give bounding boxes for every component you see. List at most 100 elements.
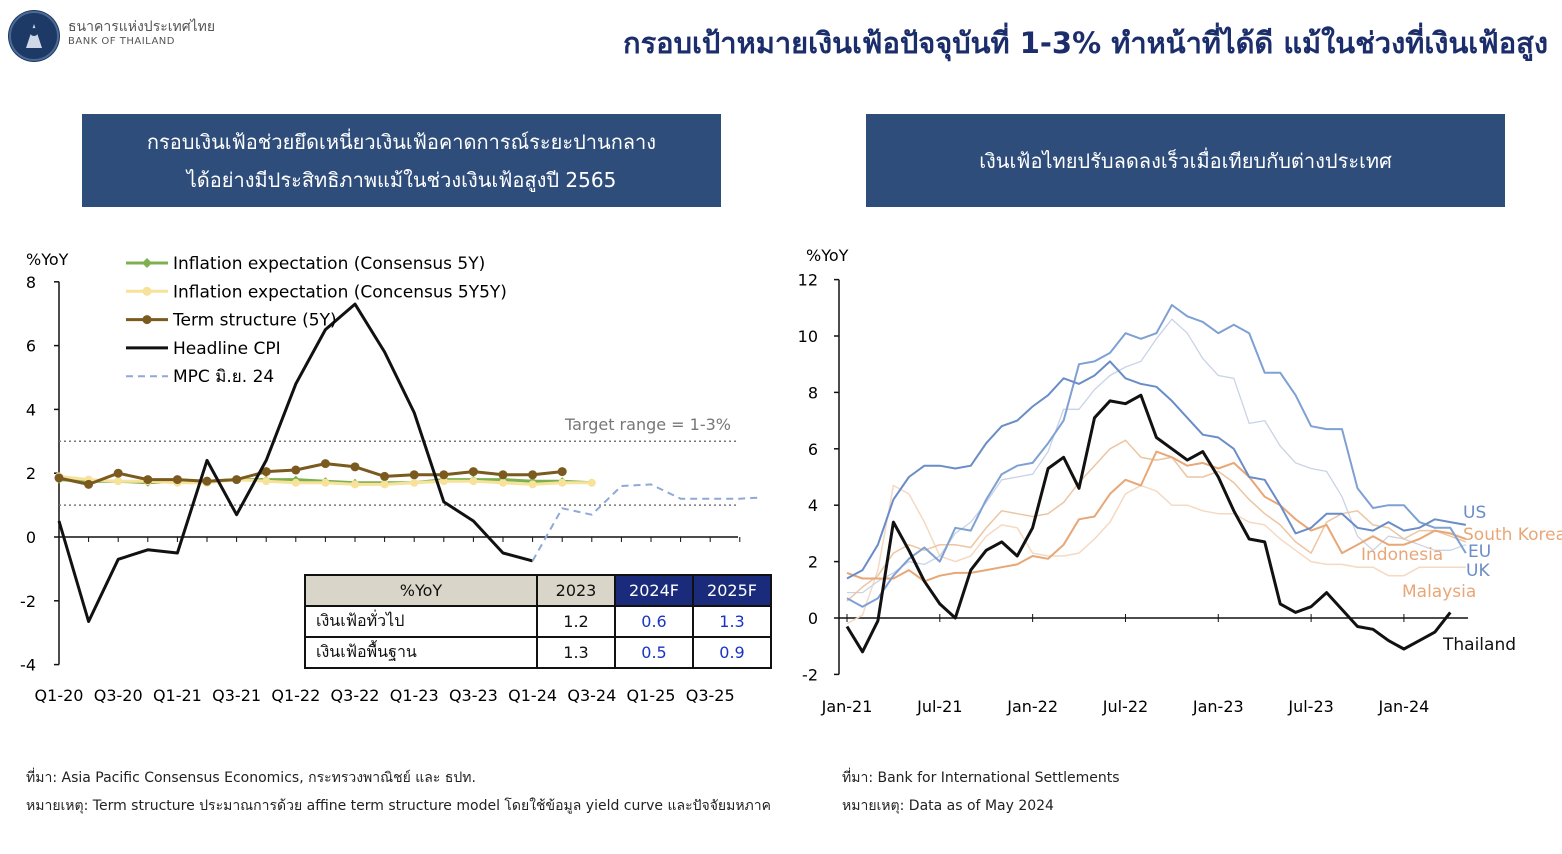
series-label: US — [1463, 503, 1486, 523]
table-cell: 1.2 — [536, 605, 616, 638]
x-tick-label: Q3-25 — [686, 686, 735, 705]
x-tick-label: Q1-20 — [35, 686, 84, 705]
data-point — [113, 468, 123, 478]
y-tick-label: 12 — [798, 271, 818, 290]
series-label: UK — [1466, 561, 1490, 581]
table-header-cell: %YoY — [304, 574, 538, 607]
table-cell: 0.9 — [692, 636, 772, 669]
y-tick-label: 0 — [26, 528, 36, 547]
y-tick-label: 8 — [808, 383, 818, 402]
data-point — [232, 475, 242, 485]
series-line — [845, 393, 1452, 654]
y-tick-label: 4 — [808, 496, 818, 515]
x-tick-label: Jul-21 — [916, 697, 962, 716]
y-tick-label: -4 — [20, 656, 36, 675]
left-chart: -4 -2 0 2 4 6 8 Q1-20 Q3-20 Q1-21 Q3-21 Q1-22 Q3-22 Q… — [20, 250, 760, 705]
data-point — [54, 473, 64, 483]
series-label: Malaysia — [1402, 582, 1476, 602]
left-banner: กรอบเงินเฟ้อช่วยยึดเหนี่ยวเงินเฟ้อคาดการ… — [82, 114, 721, 207]
left-remark-note: หมายเหตุ: Term structure ประมาณการด้วย a… — [26, 798, 772, 814]
data-point — [498, 470, 508, 480]
data-point — [469, 477, 478, 486]
x-tick-label: Jan-23 — [1192, 697, 1244, 716]
logo-english-text: BANK OF THAILAND — [68, 36, 175, 47]
x-tick-label: Q1-24 — [508, 686, 557, 705]
data-point — [262, 477, 271, 486]
data-point — [321, 478, 330, 487]
data-point — [499, 478, 507, 487]
y-tick-label: 4 — [26, 400, 36, 419]
x-tick-label: Q1-21 — [153, 686, 202, 705]
forecast-table: %YoY 2023 2024F 2025F เงินเฟ้อทั่วไป 1.2… — [304, 574, 772, 669]
x-tick-label: Q3-23 — [449, 686, 498, 705]
data-point — [558, 478, 567, 487]
table-cell: 0.5 — [614, 636, 694, 669]
data-point — [84, 479, 94, 489]
table-header-row: %YoY 2023 2024F 2025F — [304, 574, 772, 607]
target-range-label: Target range = 1-3% — [564, 415, 731, 434]
bot-logo — [8, 10, 60, 62]
data-point — [587, 478, 596, 487]
table-cell: เงินเฟ้อพื้นฐาน — [304, 636, 538, 669]
table-cell: 0.6 — [614, 605, 694, 638]
data-point — [143, 475, 153, 485]
data-point — [380, 480, 389, 489]
series-label: Thailand — [1442, 635, 1516, 655]
series-line — [846, 304, 1467, 608]
table-cell: 1.3 — [536, 636, 616, 669]
data-point — [439, 470, 449, 480]
right-source-note: ที่มา: Bank for International Settlement… — [842, 770, 1120, 786]
series-label: EU — [1468, 542, 1491, 562]
data-point — [380, 471, 390, 481]
table-header-cell: 2023 — [536, 574, 616, 607]
data-point — [291, 465, 301, 475]
data-point — [468, 467, 478, 477]
data-point — [320, 459, 330, 469]
table-header-cell: 2025F — [692, 574, 772, 607]
x-tick-label: Jul-22 — [1102, 697, 1148, 716]
y-axis-unit: %YoY — [26, 250, 69, 269]
series-line — [531, 483, 760, 562]
legend-marker — [142, 258, 152, 268]
series-line — [846, 450, 1467, 583]
data-point — [114, 477, 123, 486]
y-tick-label: 0 — [808, 609, 818, 628]
data-point — [172, 475, 182, 485]
x-tick-label: Q1-22 — [271, 686, 320, 705]
x-tick-label: Jan-21 — [821, 697, 873, 716]
data-point — [202, 476, 212, 486]
x-tick-label: Q3-22 — [331, 686, 380, 705]
x-tick-label: Q3-24 — [567, 686, 616, 705]
right-banner-text: เงินเฟ้อไทยปรับลดลงเร็วเมื่อเทียบกับต่าง… — [979, 148, 1392, 173]
data-point — [351, 480, 359, 489]
data-point — [557, 467, 567, 477]
data-point — [261, 467, 271, 477]
table-header-cell: 2024F — [614, 574, 694, 607]
series-line — [846, 484, 1466, 625]
series-line — [846, 360, 1466, 580]
y-tick-label: 6 — [808, 440, 818, 459]
y-tick-label: -2 — [20, 592, 36, 611]
y-tick-label: 2 — [26, 464, 36, 483]
table-cell: 1.3 — [692, 605, 772, 638]
table-cell: เงินเฟ้อทั่วไป — [304, 605, 538, 638]
y-axis-unit: %YoY — [806, 246, 849, 265]
data-point — [439, 477, 448, 486]
x-tick-label: Q3-20 — [94, 686, 143, 705]
legend-label: Term structure (5Y) — [172, 311, 337, 331]
left-banner-line-2: ได้อย่างมีประสิทธิภาพแม้ในช่วงเงินเฟ้อสู… — [186, 167, 617, 192]
table-row: เงินเฟ้อพื้นฐาน 1.3 0.5 0.9 — [304, 636, 772, 669]
legend-marker — [142, 315, 152, 325]
x-tick-label: Q1-25 — [627, 686, 676, 705]
y-tick-label: -2 — [802, 665, 818, 684]
series-label: Indonesia — [1361, 545, 1443, 565]
series-line — [57, 302, 533, 623]
legend-label: MPC มิ.ย. 24 — [173, 367, 274, 387]
right-banner: เงินเฟ้อไทยปรับลดลงเร็วเมื่อเทียบกับต่าง… — [866, 114, 1505, 207]
x-tick-label: Jan-24 — [1378, 697, 1430, 716]
data-point — [350, 462, 360, 472]
left-banner-line-1: กรอบเงินเฟ้อช่วยยึดเหนี่ยวเงินเฟ้อคาดการ… — [146, 129, 657, 154]
series-line — [846, 439, 1467, 602]
y-tick-label: 8 — [26, 273, 36, 292]
legend-label: Inflation expectation (Concensus 5Y5Y) — [173, 282, 507, 302]
